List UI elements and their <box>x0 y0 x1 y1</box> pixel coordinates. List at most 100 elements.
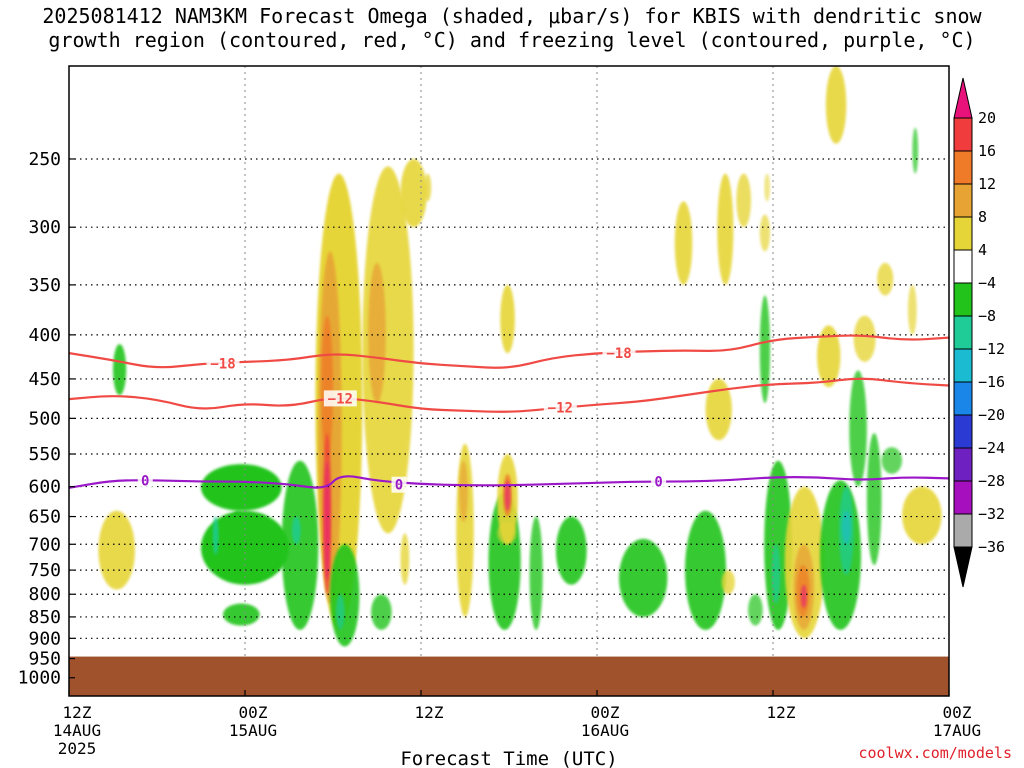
colorbar-label: −32 <box>978 505 1005 523</box>
omega-shade-cell <box>400 158 427 228</box>
colorbar-segment <box>953 117 973 152</box>
contour-label: 0 <box>654 475 662 491</box>
omega-shade-cell <box>400 533 410 585</box>
omega-shade-cell <box>853 315 876 362</box>
omega-shade-cell <box>849 370 867 487</box>
omega-shade-cell <box>907 284 917 335</box>
omega-shade-cell <box>324 460 331 580</box>
colorbar-label: 12 <box>978 175 996 193</box>
x-tick-label: 00Z <box>591 703 620 722</box>
omega-shade-cell <box>291 516 301 545</box>
colorbar-segment <box>953 414 973 449</box>
colorbar-segment <box>953 447 973 482</box>
omega-shade-cell <box>841 510 851 545</box>
omega-shade-cell <box>912 127 919 174</box>
omega-shade-cell <box>736 173 752 228</box>
contour-line <box>69 377 949 413</box>
contour-line <box>69 334 949 369</box>
colorbar-segment <box>953 513 973 548</box>
omega-shade-cell <box>529 516 543 630</box>
y-tick-label: 750 <box>28 560 61 581</box>
omega-shade-cell <box>748 594 763 626</box>
x-tick-date-label: 14AUG <box>53 721 101 740</box>
omega-shade-cell <box>705 378 732 441</box>
colorbar-segment <box>953 480 973 515</box>
omega-shade-cell <box>362 166 414 534</box>
colorbar-segment <box>953 381 973 416</box>
contour-line <box>69 475 949 489</box>
chart-title: 2025081412 NAM3KM Forecast Omega (shaded… <box>0 4 1024 52</box>
omega-shade-cell <box>212 516 219 555</box>
omega-shade-cell <box>330 544 360 647</box>
omega-shade-cell <box>764 460 793 630</box>
colorbar-label: −8 <box>978 307 996 325</box>
colorbar-label: 8 <box>978 208 987 226</box>
colorbar-segment <box>953 348 973 383</box>
omega-shade-cell <box>877 262 894 296</box>
colorbar-segment <box>953 150 973 185</box>
y-tick-label: 950 <box>28 649 61 670</box>
y-axis: 2503003504004505005506006507007508008509… <box>18 149 75 689</box>
omega-shade-cell <box>759 295 771 404</box>
colorbar-segment <box>953 216 973 251</box>
omega-shade-cell <box>721 570 735 595</box>
omega-shade-cell <box>674 201 693 285</box>
title-line-1: 2025081412 NAM3KM Forecast Omega (shaded… <box>42 4 982 28</box>
contour-label-bg <box>323 390 357 407</box>
colorbar-segment <box>953 183 973 218</box>
y-tick-label: 300 <box>28 217 61 238</box>
x-axis-label: Forecast Time (UTC) <box>400 748 617 768</box>
y-tick-label: 800 <box>28 584 61 605</box>
colorbar-label: −12 <box>978 340 1005 358</box>
omega-shade-cell <box>230 510 246 545</box>
omega-shade-cell <box>800 584 807 609</box>
x-tick-date-label: 16AUG <box>581 721 629 740</box>
x-tick-date-label: 17AUG <box>933 721 981 740</box>
omega-shade-cell <box>817 325 841 388</box>
contour-label: −12 <box>548 401 573 417</box>
colorbar-label: −16 <box>978 373 1005 391</box>
omega-shade-cell <box>281 460 319 630</box>
colorbar-label: −4 <box>978 274 996 292</box>
colorbar-label: 4 <box>978 241 987 259</box>
colorbar-label: −28 <box>978 472 1005 490</box>
omega-shade-cell <box>497 522 517 545</box>
omega-shade-cell <box>201 464 282 511</box>
contour-label-bg <box>602 345 636 362</box>
y-tick-label: 250 <box>28 149 61 170</box>
omega-shade-cell <box>771 544 781 604</box>
omega-shade-cell <box>423 173 432 202</box>
omega-shade-cell <box>825 66 847 144</box>
colorbar-label: 16 <box>978 142 996 160</box>
x-tick-year-label: 2025 <box>58 739 97 758</box>
contour-label: −12 <box>328 391 353 407</box>
title-line-2: growth region (contoured, red, °C) and f… <box>48 28 976 52</box>
omega-shade-cell <box>500 284 515 354</box>
contours: −18 −18 −12 −12 0 0 0 <box>69 334 949 494</box>
omega-shade-cell <box>764 173 771 202</box>
y-tick-label: 700 <box>28 534 61 555</box>
omega-shade-cell <box>98 510 135 590</box>
omega-shade-cell <box>223 603 260 626</box>
omega-shade-cell <box>717 173 734 285</box>
colorbar-segment <box>953 315 973 350</box>
x-tick-date-label: 15AUG <box>229 721 277 740</box>
y-tick-label: 550 <box>28 444 61 465</box>
omega-shade-cell <box>902 486 942 545</box>
x-tick-label: 12Z <box>415 703 444 722</box>
omega-shade-cell <box>504 480 511 511</box>
plot-frame <box>68 65 950 697</box>
omega-shade-cell <box>866 433 882 566</box>
contour-label: −18 <box>210 357 235 373</box>
y-tick-label: 400 <box>28 325 61 346</box>
omega-shade-cell <box>368 262 386 404</box>
contour-label: 0 <box>395 478 403 494</box>
omega-shade-cell <box>321 315 333 461</box>
y-tick-label: 900 <box>28 628 61 649</box>
colorbar-segment <box>953 249 973 284</box>
y-tick-label: 1000 <box>18 668 61 689</box>
omega-shade-cell <box>685 510 727 630</box>
omega-shade-cell <box>619 538 668 617</box>
contour-label-bg <box>651 473 667 490</box>
